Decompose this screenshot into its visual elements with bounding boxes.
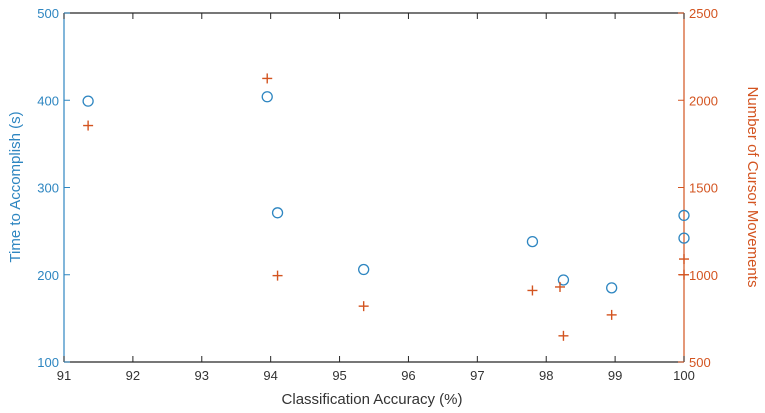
x-tick-label: 95 [332, 368, 346, 383]
ticks: 91 92 93 94 95 96 97 98 99 100 100 200 300 400 500 500 1… [37, 6, 718, 383]
y-axis-right-label: Number of Cursor Movements [744, 87, 761, 288]
y-right-tick-label: 500 [689, 355, 711, 370]
cursor-point-plus [555, 281, 565, 292]
cursor-point-plus [679, 269, 689, 280]
cursor-point-plus [558, 330, 569, 341]
axes [63, 12, 685, 363]
time-point-circle [358, 263, 370, 276]
time-point-circle [678, 232, 690, 244]
x-tick-label: 93 [195, 368, 209, 383]
y-right-tick-label: 1500 [689, 181, 718, 196]
time-point-circle [557, 274, 570, 286]
time-point-circle [271, 207, 284, 219]
y-left-tick-label: 300 [37, 181, 59, 196]
time-point-circle [526, 235, 539, 248]
y-left-tick-label: 100 [37, 355, 59, 370]
cursor-point-plus [679, 254, 689, 265]
x-tick-label: 98 [539, 368, 553, 383]
y-left-tick-label: 200 [37, 268, 59, 283]
x-tick-label: 92 [126, 368, 140, 383]
y-axis-left-label: Time to Accomplish (s) [7, 111, 24, 262]
x-axis-label: Classification Accuracy (%) [282, 391, 463, 408]
cursor-point-plus [272, 270, 283, 281]
cursor-point-plus [83, 120, 94, 131]
y-right-tick-label: 2500 [689, 6, 718, 21]
time-point-circle [82, 95, 94, 107]
x-tick-label: 99 [608, 368, 622, 383]
time-point-circle [678, 209, 690, 222]
y-right-tick-label: 2000 [689, 93, 718, 108]
x-tick-label: 94 [263, 368, 277, 383]
cursor-point-plus [358, 301, 369, 312]
x-tick-label: 100 [673, 368, 695, 383]
y-left-tick-label: 500 [37, 6, 59, 21]
data-marks [82, 73, 690, 341]
y-left-tick-label: 400 [37, 93, 59, 108]
time-point-circle [606, 282, 618, 294]
y-right-tick-label: 1000 [689, 268, 718, 283]
x-tick-label: 97 [470, 368, 484, 383]
x-tick-label: 96 [401, 368, 415, 383]
cursor-point-plus [527, 285, 538, 296]
cursor-point-plus [606, 309, 617, 320]
x-tick-label: 91 [57, 368, 71, 383]
time-point-circle [261, 91, 273, 103]
cursor-point-plus [262, 73, 273, 84]
